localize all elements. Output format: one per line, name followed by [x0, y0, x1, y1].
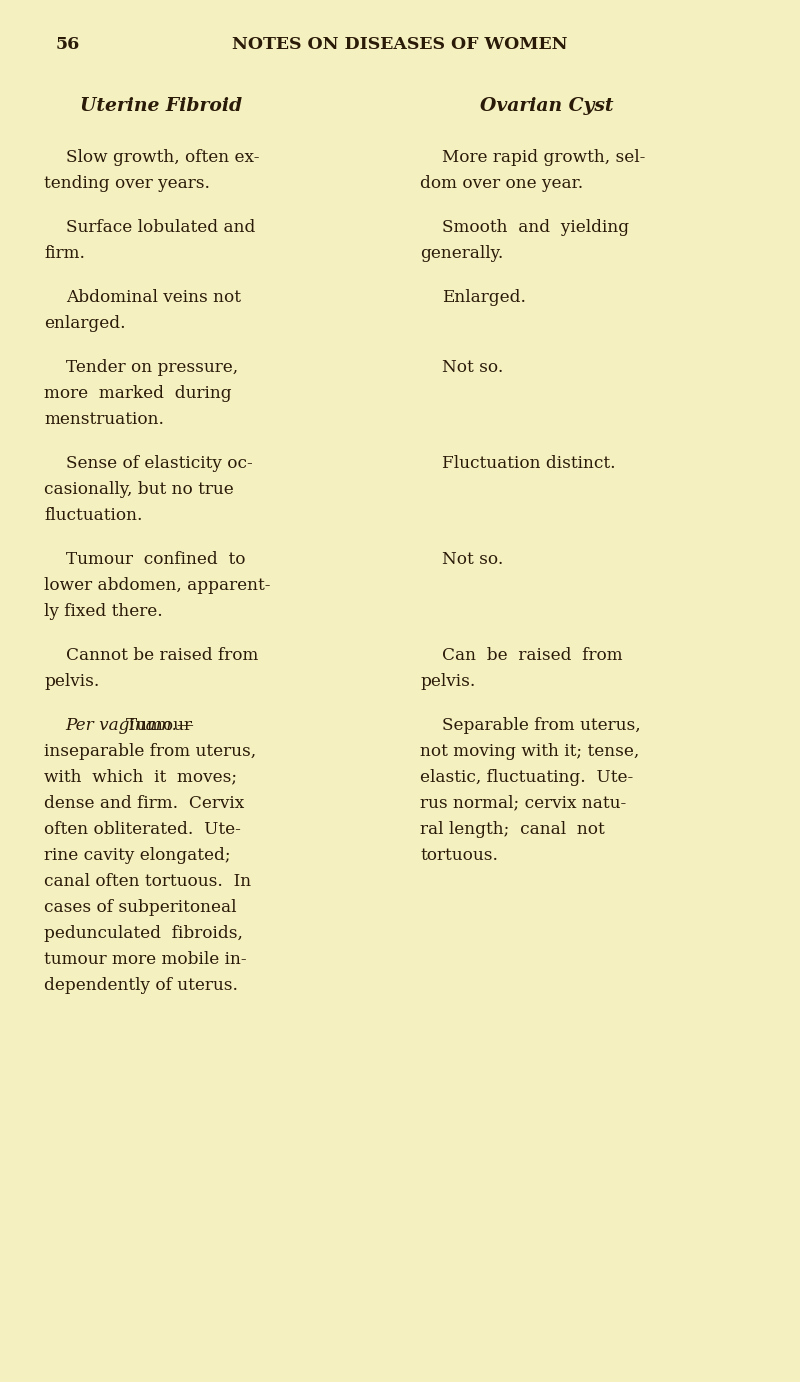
Text: Surface lobulated and: Surface lobulated and: [66, 220, 255, 236]
Text: Abdominal veins not: Abdominal veins not: [66, 289, 241, 307]
Text: rine cavity elongated;: rine cavity elongated;: [44, 847, 230, 864]
Text: dom over one year.: dom over one year.: [420, 176, 583, 192]
Text: tending over years.: tending over years.: [44, 176, 210, 192]
Text: casionally, but no true: casionally, but no true: [44, 481, 234, 498]
Text: Tumour  confined  to: Tumour confined to: [66, 551, 245, 568]
Text: Tender on pressure,: Tender on pressure,: [66, 359, 238, 376]
Text: pedunculated  fibroids,: pedunculated fibroids,: [44, 925, 243, 941]
Text: tumour more mobile in-: tumour more mobile in-: [44, 951, 246, 967]
Text: with  which  it  moves;: with which it moves;: [44, 768, 237, 786]
Text: elastic, fluctuating.  Ute-: elastic, fluctuating. Ute-: [420, 768, 634, 786]
Text: Smooth  and  yielding: Smooth and yielding: [442, 220, 629, 236]
Text: Slow growth, often ex-: Slow growth, often ex-: [66, 149, 259, 166]
Text: dense and firm.  Cervix: dense and firm. Cervix: [44, 795, 244, 811]
Text: Per vaginam.—: Per vaginam.—: [66, 717, 194, 734]
Text: More rapid growth, sel-: More rapid growth, sel-: [442, 149, 645, 166]
Text: cases of subperitoneal: cases of subperitoneal: [44, 898, 237, 916]
Text: Fluctuation distinct.: Fluctuation distinct.: [442, 455, 615, 473]
Text: not moving with it; tense,: not moving with it; tense,: [420, 742, 639, 760]
Text: Enlarged.: Enlarged.: [442, 289, 526, 307]
Text: menstruation.: menstruation.: [44, 410, 164, 428]
Text: canal often tortuous.  In: canal often tortuous. In: [44, 872, 251, 890]
Text: NOTES ON DISEASES OF WOMEN: NOTES ON DISEASES OF WOMEN: [232, 36, 568, 53]
Text: inseparable from uterus,: inseparable from uterus,: [44, 742, 256, 760]
Text: Not so.: Not so.: [442, 551, 503, 568]
Text: Can  be  raised  from: Can be raised from: [442, 647, 622, 663]
Text: ly fixed there.: ly fixed there.: [44, 603, 162, 621]
Text: firm.: firm.: [44, 245, 85, 263]
Text: enlarged.: enlarged.: [44, 315, 126, 332]
Text: rus normal; cervix natu-: rus normal; cervix natu-: [420, 795, 626, 811]
Text: Cannot be raised from: Cannot be raised from: [66, 647, 258, 663]
Text: 56: 56: [56, 36, 80, 53]
Text: lower abdomen, apparent-: lower abdomen, apparent-: [44, 576, 270, 594]
Text: pelvis.: pelvis.: [44, 673, 99, 690]
Text: Separable from uterus,: Separable from uterus,: [442, 717, 640, 734]
Text: often obliterated.  Ute-: often obliterated. Ute-: [44, 821, 241, 837]
Text: fluctuation.: fluctuation.: [44, 507, 142, 524]
Text: pelvis.: pelvis.: [420, 673, 475, 690]
Text: more  marked  during: more marked during: [44, 386, 232, 402]
Text: Sense of elasticity oc-: Sense of elasticity oc-: [66, 455, 252, 473]
Text: Tumour: Tumour: [126, 717, 193, 734]
Text: generally.: generally.: [420, 245, 503, 263]
Text: tortuous.: tortuous.: [420, 847, 498, 864]
Text: Ovarian Cyst: Ovarian Cyst: [480, 97, 614, 115]
Text: ral length;  canal  not: ral length; canal not: [420, 821, 605, 837]
Text: Uterine Fibroid: Uterine Fibroid: [80, 97, 242, 115]
Text: Not so.: Not so.: [442, 359, 503, 376]
Text: dependently of uterus.: dependently of uterus.: [44, 977, 238, 994]
